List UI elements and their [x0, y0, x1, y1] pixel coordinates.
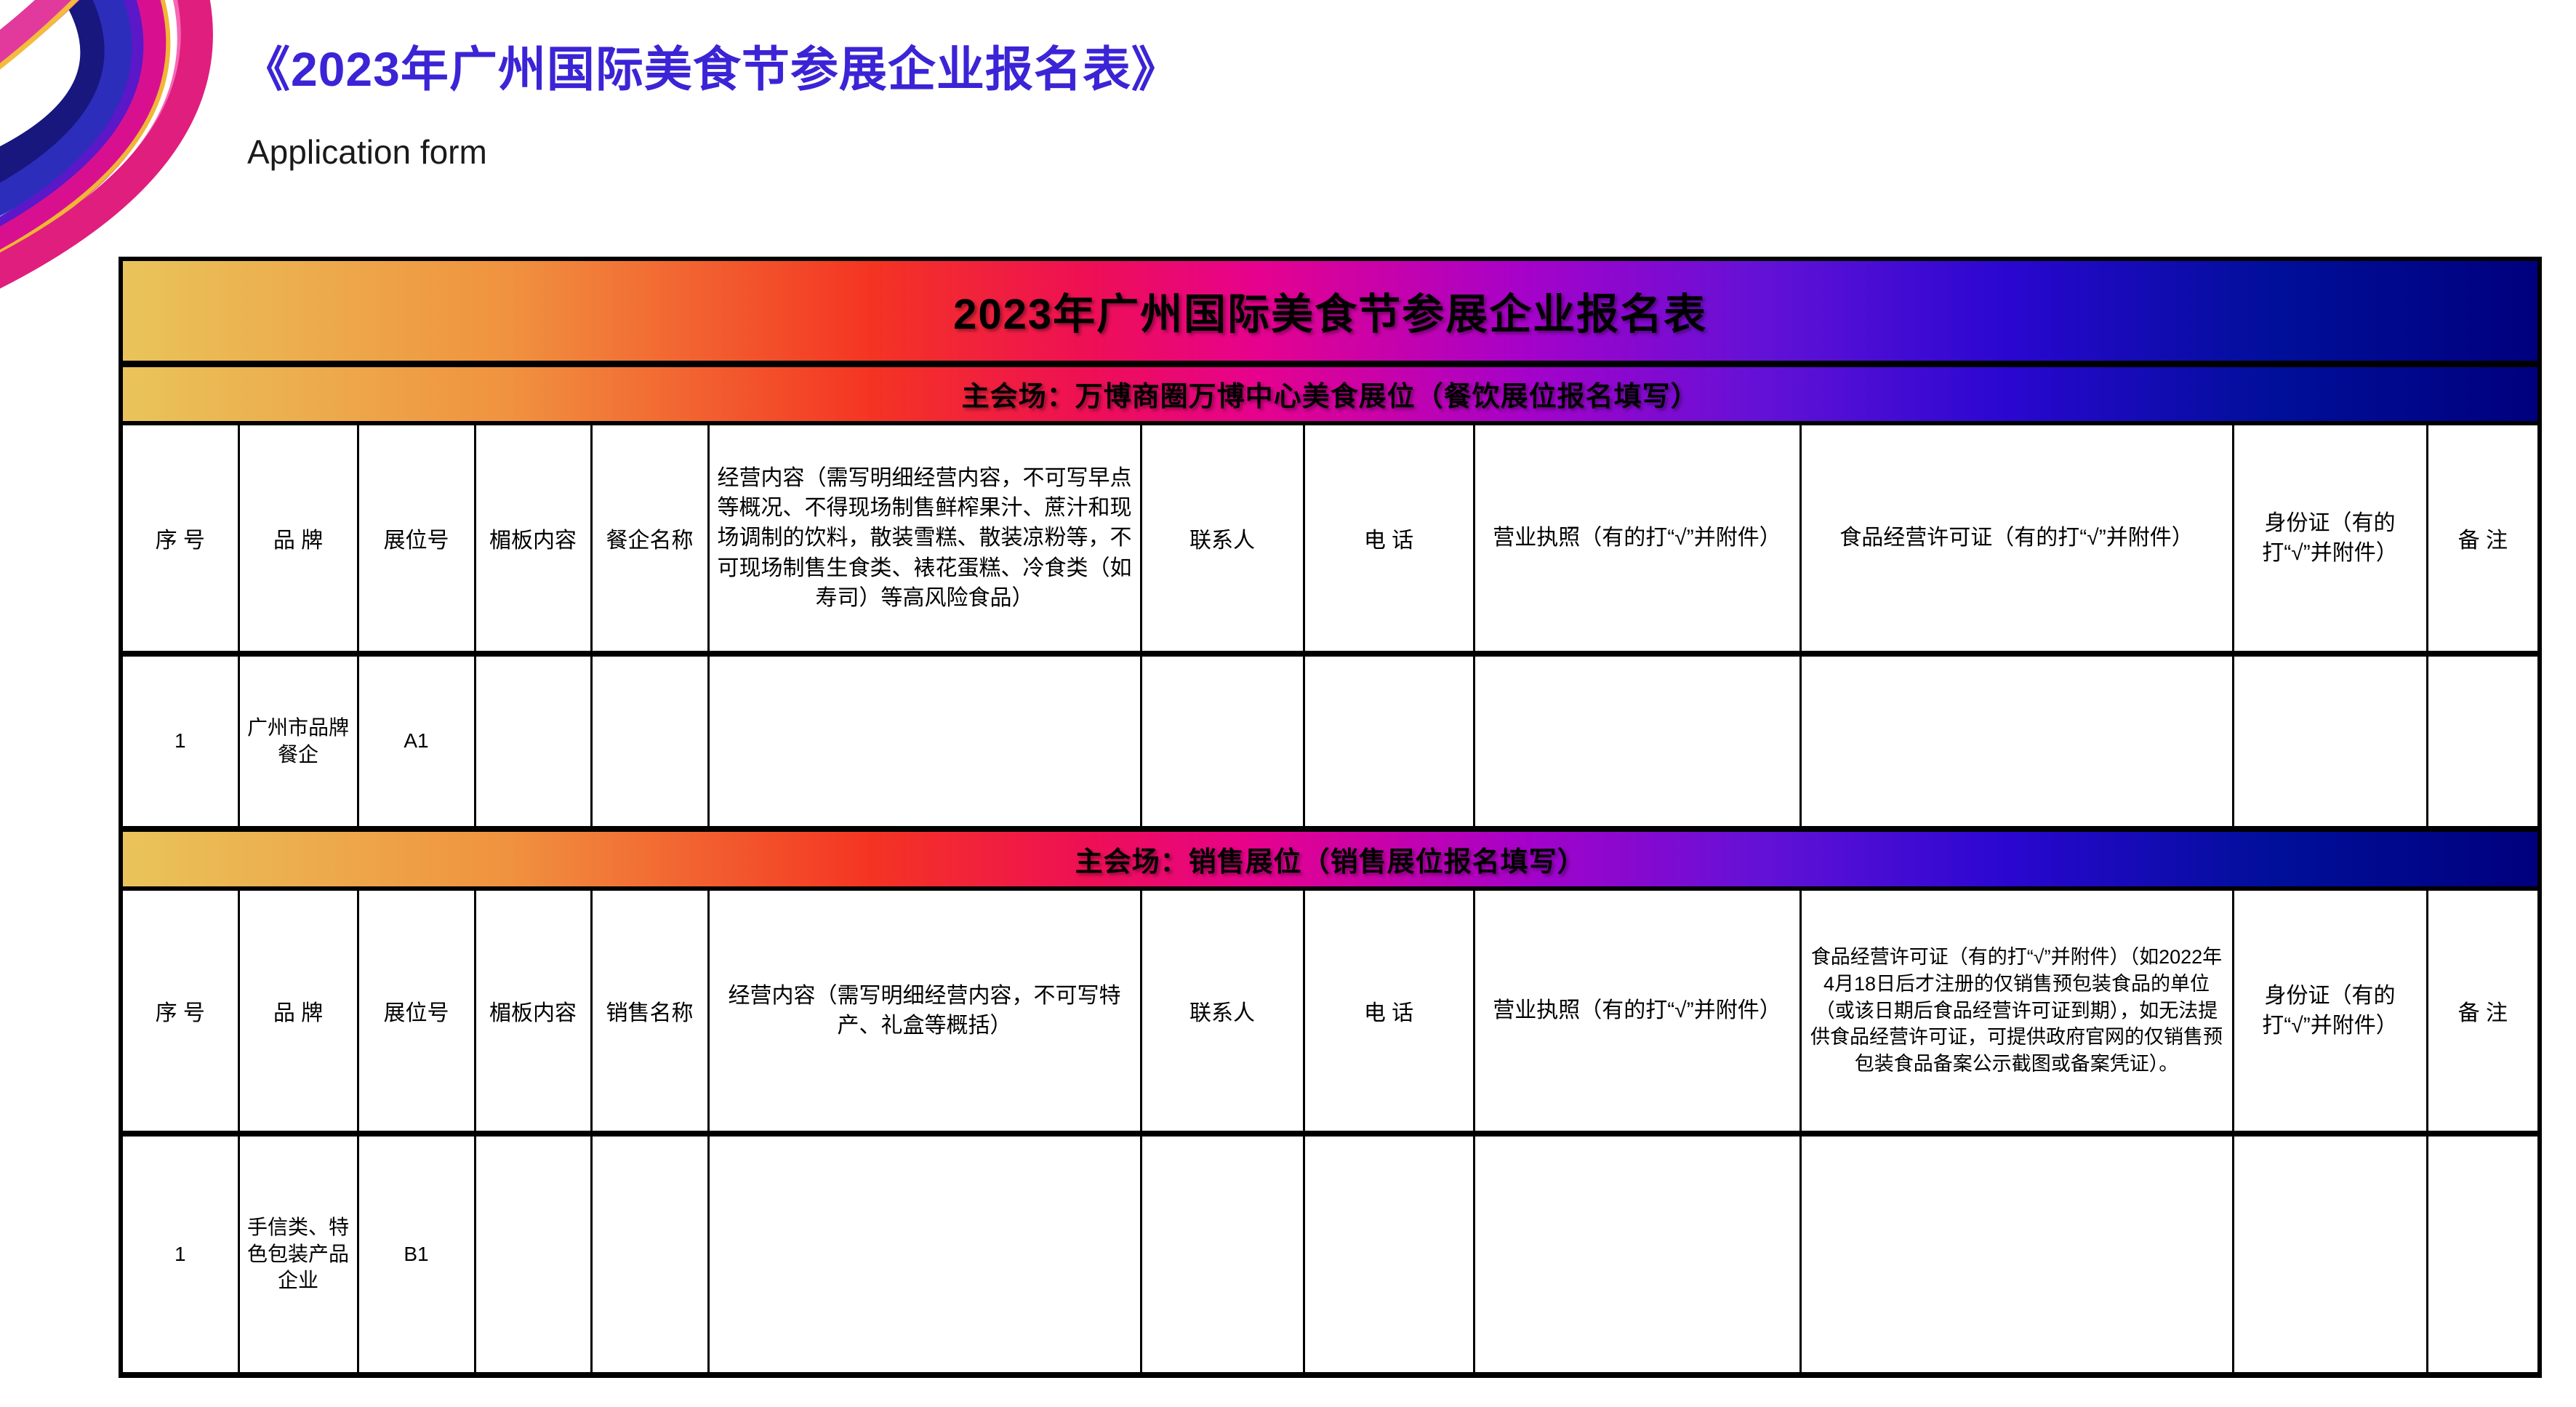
column-header-business-scope: 经营内容（需写明细经营内容，不可写早点等概况、不得现场制售鲜榨果汁、蔗汁和现场调… — [707, 422, 1142, 657]
row-number-cell: 1 — [119, 1132, 240, 1378]
column-header-id-card: 身份证（有的打“√”并附件） — [2231, 422, 2428, 657]
data-cell — [590, 652, 710, 832]
section-band-sales-booth: 主会场：销售展位（销售展位报名填写） — [119, 827, 2541, 891]
page-title: 《2023年广州国际美食节参展企业报名表》 — [242, 42, 1180, 96]
column-header-food-permit: 食品经营许可证（有的打“√”并附件）（如2022年4月18日后才注册的仅销售预包… — [1799, 887, 2234, 1137]
column-header-seq: 序 号 — [119, 422, 240, 657]
column-header-sales-name: 销售名称 — [590, 887, 710, 1137]
booth-no-cell: A1 — [356, 652, 476, 832]
data-cell — [1799, 1132, 2234, 1378]
column-header-phone: 电 话 — [1302, 887, 1475, 1137]
column-header-business-license: 营业执照（有的打“√”并附件） — [1472, 422, 1802, 657]
data-cell — [2231, 1132, 2428, 1378]
data-cell — [1799, 652, 2234, 832]
data-cell — [473, 652, 593, 832]
data-cell — [2425, 1132, 2541, 1378]
column-header-booth-no: 展位号 — [356, 887, 476, 1137]
data-cell — [590, 1132, 710, 1378]
data-cell — [1139, 1132, 1305, 1378]
data-cell — [1302, 652, 1475, 832]
application-form-table: 2023年广州国际美食节参展企业报名表 主会场：万博商圈万博中心美食展位（餐饮展… — [119, 257, 2543, 1378]
data-cell — [1472, 652, 1802, 832]
column-header-phone: 电 话 — [1302, 422, 1475, 657]
column-header-food-permit: 食品经营许可证（有的打“√”并附件） — [1799, 422, 2234, 657]
data-cell — [1302, 1132, 1475, 1378]
data-cell — [707, 1132, 1142, 1378]
column-header-business-license: 营业执照（有的打“√”并附件） — [1472, 887, 1802, 1137]
column-header-brand: 品 牌 — [237, 887, 359, 1137]
column-header-fascia: 楣板内容 — [473, 422, 593, 657]
column-header-id-card: 身份证（有的打“√”并附件） — [2231, 887, 2428, 1137]
data-cell — [473, 1132, 593, 1378]
column-header-remarks: 备 注 — [2425, 422, 2541, 657]
brand-cell: 手信类、特色包装产品企业 — [237, 1132, 359, 1378]
data-cell — [1139, 652, 1305, 832]
booth-no-cell: B1 — [356, 1132, 476, 1378]
ribbon-decoration — [0, 0, 213, 289]
column-header-restaurant-name: 餐企名称 — [590, 422, 710, 657]
table-title-band: 2023年广州国际美食节参展企业报名表 — [119, 257, 2541, 367]
column-header-contact: 联系人 — [1139, 887, 1305, 1137]
data-cell — [1472, 1132, 1802, 1378]
brand-cell: 广州市品牌餐企 — [237, 652, 359, 832]
column-header-business-scope: 经营内容（需写明细经营内容，不可写特产、礼盒等概括） — [707, 887, 1142, 1137]
page-subtitle: Application form — [247, 133, 487, 171]
row-number-cell: 1 — [119, 652, 240, 832]
column-header-brand: 品 牌 — [237, 422, 359, 657]
column-header-fascia: 楣板内容 — [473, 887, 593, 1137]
column-header-booth-no: 展位号 — [356, 422, 476, 657]
column-header-seq: 序 号 — [119, 887, 240, 1137]
column-header-remarks: 备 注 — [2425, 887, 2541, 1137]
section-band-food-booth: 主会场：万博商圈万博中心美食展位（餐饮展位报名填写） — [119, 362, 2541, 425]
data-cell — [2231, 652, 2428, 832]
data-cell — [707, 652, 1142, 832]
column-header-contact: 联系人 — [1139, 422, 1305, 657]
data-cell — [2425, 652, 2541, 832]
